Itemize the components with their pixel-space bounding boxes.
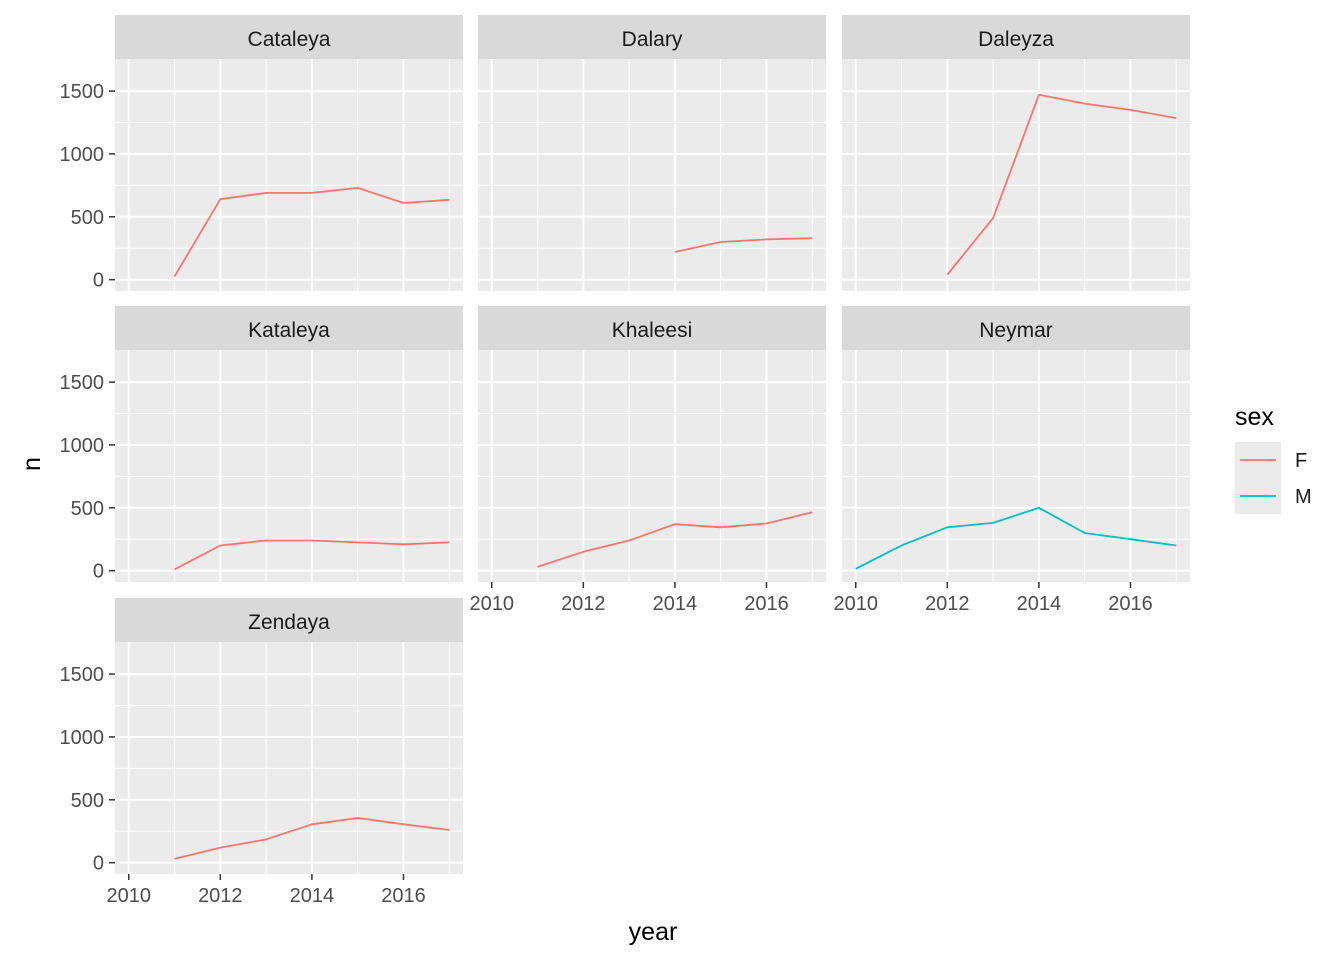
x-tick-label: 2010: [106, 885, 151, 907]
series-line-zendaya-f: [174, 817, 450, 860]
panel-background: [478, 350, 826, 582]
panel-background: [115, 642, 463, 874]
y-tick-label: 500: [71, 498, 104, 520]
strip-daleyza: [842, 15, 1190, 59]
x-tick-label: 2010: [469, 593, 514, 615]
x-tick-label: 2016: [1108, 593, 1153, 615]
x-tick-label: 2014: [290, 885, 335, 907]
panel-background: [115, 59, 463, 291]
series-line-daleyza-f: [946, 93, 1177, 276]
strip-label-dalary: Dalary: [622, 28, 683, 51]
series-line-cataleya-f: [173, 186, 450, 277]
strip-label-daleyza: Daleyza: [978, 28, 1054, 51]
x-tick-label: 2014: [1017, 593, 1062, 615]
legend-title: sex: [1235, 403, 1274, 431]
facet-panels: Cataleya 0 500 1000 1500 Dalary Daleyza Kataley…: [60, 15, 1190, 907]
strip-label-kataleya: Kataleya: [248, 319, 330, 342]
y-tick-label: 1500: [60, 664, 105, 686]
strip-dalary: [478, 15, 826, 59]
y-tick-label: 1000: [60, 727, 105, 749]
legend-label-m: M: [1295, 486, 1312, 508]
y-tick-label: 0: [93, 561, 104, 583]
y-tick-label: 1000: [60, 435, 105, 457]
strip-label-cataleya: Cataleya: [248, 28, 331, 51]
x-tick-label: 2016: [744, 593, 789, 615]
x-tick-label: 2012: [198, 885, 243, 907]
panel-neymar: Neymar 2010 2012 2014 2016: [833, 306, 1190, 615]
strip-label-khaleesi: Khaleesi: [612, 319, 693, 342]
panel-dalary: Dalary: [478, 15, 826, 291]
panel-khaleesi: Khaleesi 2010 2012 2014 2016: [469, 306, 826, 615]
strip-neymar: [842, 306, 1190, 350]
strip-label-neymar: Neymar: [979, 319, 1053, 342]
panel-background: [842, 350, 1190, 582]
series-line-kataleya-f: [174, 539, 450, 571]
strip-khaleesi: [478, 306, 826, 350]
strip-label-zendaya: Zendaya: [248, 611, 330, 634]
panel-background: [842, 59, 1190, 291]
x-tick-label: 2012: [561, 593, 606, 615]
strip-cataleya: [115, 15, 463, 59]
x-tick-label: 2014: [653, 593, 698, 615]
panel-background: [115, 350, 463, 582]
y-tick-label: 0: [93, 853, 104, 875]
y-tick-label: 1000: [60, 144, 105, 166]
series-line-dalary-f: [674, 237, 813, 253]
panel-zendaya: Zendaya 0 500 1000 1500 2010 2012 2014 2016: [60, 598, 463, 907]
panel-kataleya: Kataleya 0 500 1000 1500: [60, 306, 463, 583]
legend: sex FM: [1235, 403, 1312, 514]
series-line-neymar-m: [855, 506, 1177, 570]
panel-daleyza: Daleyza: [842, 15, 1190, 291]
x-tick-label: 2016: [381, 885, 426, 907]
y-tick-label: 1500: [60, 81, 105, 103]
panel-cataleya: Cataleya 0 500 1000 1500: [60, 15, 463, 292]
y-tick-label: 500: [71, 207, 104, 229]
panel-background: [478, 59, 826, 291]
x-tick-label: 2012: [925, 593, 970, 615]
x-tick-label: 2010: [833, 593, 878, 615]
x-axis-title: year: [629, 918, 678, 946]
y-tick-label: 1500: [60, 372, 105, 394]
y-tick-label: 0: [93, 270, 104, 292]
y-axis-title: n: [18, 457, 46, 471]
strip-kataleya: [115, 306, 463, 350]
legend-label-f: F: [1295, 450, 1307, 472]
y-tick-label: 500: [71, 790, 104, 812]
strip-zendaya: [115, 598, 463, 642]
series-line-khaleesi-f: [537, 511, 813, 568]
